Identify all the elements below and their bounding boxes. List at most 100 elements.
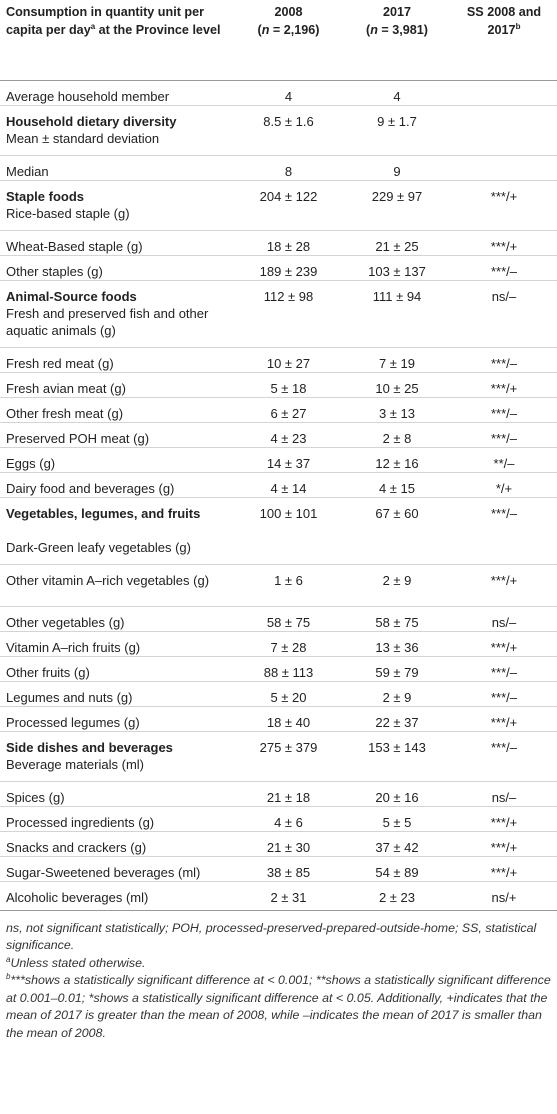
header-ss: SS 2008 and 2017b [451,0,557,81]
significance: ***/– [490,405,518,421]
row-label: Processed ingredients (g) [6,814,155,830]
row-label: Other staples (g) [6,263,103,279]
table-row: Dairy food and beverages (g) 4 ± 14 4 ± 15… [0,472,557,497]
table-row: Animal-Source foods 112 ± 98 111 ± 94 ns/– [0,280,557,305]
row-label: Other vitamin A–rich vegetables (g) [6,572,210,588]
row-label: Legumes and nuts (g) [6,689,133,705]
value-2008 [234,130,343,155]
value-2017: 103 ± 137 [368,263,426,279]
significance: ns/– [491,288,517,304]
table-row: Rice-based staple (g) [0,205,557,230]
value-2008: 10 ± 27 [266,355,311,371]
row-label: Dark-Green leafy vegetables (g) [6,540,191,555]
value-2008: 21 ± 30 [266,839,311,855]
significance: ***/– [490,739,518,755]
table-row: Beverage materials (ml) [0,756,557,781]
consumption-table: Consumption in quantity unit per capita … [0,0,557,910]
significance: ***/– [490,689,518,705]
value-2017: 5 ± 5 [382,814,412,830]
significance: ns/– [491,614,517,630]
value-2017: 3 ± 13 [378,405,416,421]
value-2008 [234,305,343,347]
table-header-row: Consumption in quantity unit per capita … [0,0,557,81]
value-2017: 22 ± 37 [375,714,419,730]
row-label: Eggs (g) [6,455,56,471]
row-label: Preserved POH meat (g) [6,430,150,446]
table-row: Alcoholic beverages (ml) 2 ± 31 2 ± 23 ns/+ [0,881,557,910]
significance: ***/– [490,430,518,446]
header-consumption-text: Consumption in quantity unit per capita … [6,5,204,37]
value-2017: 9 ± 1.7 [377,113,417,129]
value-2008: 112 ± 98 [263,288,314,304]
table-footnotes: ns, not significant statistically; POH, … [0,911,557,1043]
row-label: Average household member [6,88,170,104]
row-label: Rice-based staple (g) [6,206,130,221]
row-label: Processed legumes (g) [6,714,140,730]
table-row: Fresh and preserved fish and other aquat… [0,305,557,347]
header-2017-year: 2017 [382,5,412,19]
footnote-b-sup: b [6,971,11,981]
row-label: Staple foods [6,188,85,204]
value-2008: 4 [284,88,293,104]
table-row: Legumes and nuts (g) 5 ± 20 2 ± 9 ***/– [0,681,557,706]
value-2017: 2 ± 23 [378,889,416,905]
value-2008 [234,205,343,230]
value-2008: 1 ± 6 [274,572,303,588]
significance: ns/+ [491,889,517,905]
significance [451,130,557,155]
value-2008: 189 ± 239 [259,263,318,279]
row-label: Animal-Source foods [6,288,137,304]
value-2008: 100 ± 101 [259,505,318,521]
footnote-a: aUnless stated otherwise. [6,955,551,973]
significance: ***/– [490,664,518,680]
table-row: Dark-Green leafy vegetables (g) [0,539,557,564]
significance: ***/+ [490,839,518,855]
table-row: Other staples (g) 189 ± 239 103 ± 137 ***/– [0,255,557,280]
table-row: Average household member 4 4 [0,80,557,105]
value-2008: 38 ± 85 [266,864,311,880]
footnote-b-marker: b [515,21,521,31]
value-2008: 58 ± 75 [266,614,311,630]
value-2017: 37 ± 42 [375,839,419,855]
table-row: Other vegetables (g) 58 ± 75 58 ± 75 ns/– [0,606,557,631]
row-label: Household dietary diversity [6,113,177,129]
header-2017-paren: ( [366,23,371,37]
value-2017: 10 ± 25 [375,380,419,396]
header-2008-paren: ( [257,23,262,37]
row-label: Median [6,163,49,179]
value-2008: 6 ± 27 [270,405,307,421]
value-2017: 153 ± 143 [368,739,426,755]
table-row: Other fruits (g) 88 ± 113 59 ± 79 ***/– [0,656,557,681]
header-2017-count: = 3,981) [377,23,428,37]
table-row: Snacks and crackers (g) 21 ± 30 37 ± 42 ***… [0,831,557,856]
significance: ***/+ [490,572,518,588]
significance: ***/+ [490,238,518,254]
value-2017: 7 ± 19 [378,355,416,371]
significance: ***/+ [490,188,518,204]
row-label: Vegetables, legumes, and fruits [6,505,201,521]
significance: ***/+ [490,380,518,396]
row-label: Fresh avian meat (g) [6,380,126,396]
table-row: Spices (g) 21 ± 18 20 ± 16 ns/– [0,781,557,806]
value-2008: 7 ± 28 [270,639,307,655]
significance: ***/– [490,505,518,521]
header-2017: 2017 (n = 3,981) [343,0,451,81]
table-row: Staple foods 204 ± 122 229 ± 97 ***/+ [0,180,557,205]
row-label: Other vegetables (g) [6,614,125,630]
table-row: Other fresh meat (g) 6 ± 27 3 ± 13 ***/– [0,397,557,422]
value-2008: 204 ± 122 [259,188,318,204]
significance: **/– [493,455,515,471]
table-row: Other vitamin A–rich vegetables (g) 1 ± 6… [0,564,557,606]
row-label: Fresh and preserved fish and other aquat… [6,306,209,338]
value-2017 [343,539,451,564]
table-row: Household dietary diversity 8.5 ± 1.6 9 ± … [0,105,557,130]
significance: ***/+ [490,639,518,655]
value-2017 [343,205,451,230]
value-2008: 275 ± 379 [259,739,318,755]
table-row: Processed ingredients (g) 4 ± 6 5 ± 5 ***/+ [0,806,557,831]
row-label: Other fresh meat (g) [6,405,124,421]
value-2017: 4 ± 15 [378,480,416,496]
value-2008: 14 ± 37 [266,455,311,471]
value-2008: 4 ± 14 [270,480,307,496]
table-row: Side dishes and beverages 275 ± 379 153 ± … [0,731,557,756]
